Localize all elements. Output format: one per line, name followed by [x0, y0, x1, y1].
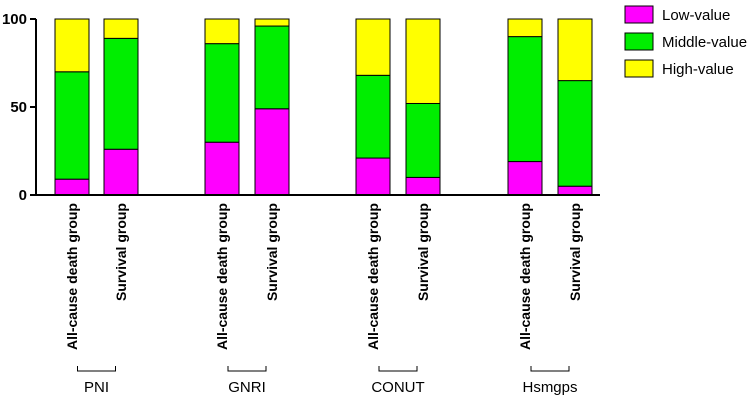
bar-segment-low-value	[355, 157, 391, 196]
legend-swatch	[624, 32, 654, 51]
legend-swatch	[624, 5, 654, 24]
bar-segment-low-value	[54, 178, 90, 196]
group-bracket	[77, 366, 116, 372]
bar-segment-middle-value	[355, 74, 391, 159]
group-label: CONUT	[371, 379, 424, 396]
bar-segment-high-value	[254, 18, 290, 27]
bar-segment-middle-value	[204, 43, 240, 143]
legend-label: Low-value	[662, 7, 730, 24]
y-tick-label: 50	[10, 99, 27, 116]
bar-segment-middle-value	[54, 71, 90, 180]
bars	[54, 18, 593, 196]
group-bracket	[530, 366, 570, 372]
legend: Low-value Middle-value High-value	[624, 5, 747, 78]
group-bracket	[378, 366, 418, 372]
bar-segment-high-value	[557, 18, 593, 82]
bar-segment-high-value	[103, 18, 139, 39]
category-label: All-cause death group	[517, 203, 533, 350]
group-label: Hsmgps	[522, 379, 577, 396]
category-label: Survival group	[567, 203, 583, 301]
category-label: All-cause death group	[64, 203, 80, 350]
bar-segment-low-value	[103, 148, 139, 196]
y-tick-label: 100	[2, 11, 27, 28]
category-label: All-cause death group	[214, 203, 230, 350]
bar-segment-high-value	[405, 18, 441, 104]
category-label: All-cause death group	[365, 203, 381, 350]
legend-label: Middle-value	[662, 34, 747, 51]
category-label: Survival group	[264, 203, 280, 301]
legend-swatch	[624, 59, 654, 78]
bar-segment-low-value	[204, 141, 240, 196]
bar-segment-high-value	[204, 18, 240, 45]
category-label: Survival group	[415, 203, 431, 301]
bar-segment-high-value	[54, 18, 90, 73]
category-label: Survival group	[113, 203, 129, 301]
bar-segment-high-value	[355, 18, 391, 76]
group-label: PNI	[84, 379, 109, 396]
bar-segment-low-value	[254, 108, 290, 196]
y-axis: 0 50 100	[2, 11, 37, 204]
bar-segment-middle-value	[254, 25, 290, 110]
bar-segment-low-value	[557, 185, 593, 196]
group-label: GNRI	[228, 379, 266, 396]
bar-segment-low-value	[405, 176, 441, 196]
bar-segment-middle-value	[405, 102, 441, 178]
bar-segment-high-value	[507, 18, 543, 38]
bar-segment-middle-value	[557, 80, 593, 187]
group-labels: PNI GNRI CONUT Hsmgps	[77, 366, 578, 396]
bar-segment-low-value	[507, 161, 543, 196]
bar-segment-middle-value	[507, 36, 543, 163]
legend-label: High-value	[662, 61, 734, 78]
group-bracket	[227, 366, 267, 372]
category-labels: All-cause death group Survival group All-c…	[64, 203, 583, 350]
y-tick-label: 0	[19, 187, 27, 204]
bar-segment-middle-value	[103, 37, 139, 150]
